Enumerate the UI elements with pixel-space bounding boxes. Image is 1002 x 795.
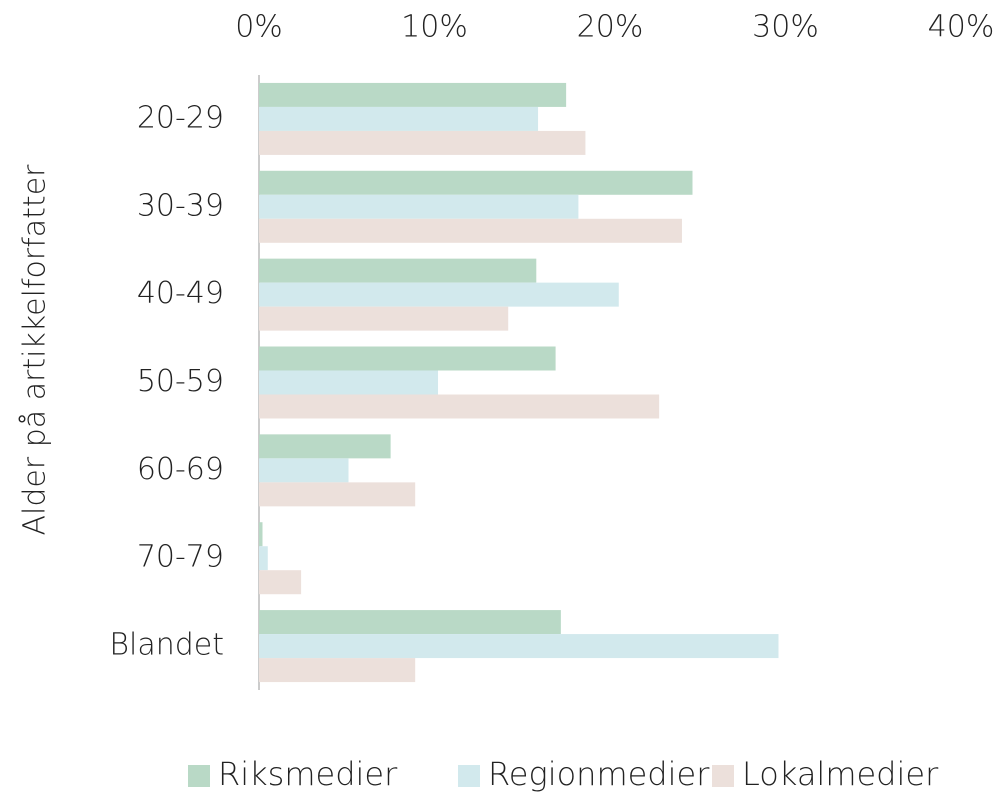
bar [259, 130, 586, 155]
bar [259, 282, 619, 307]
y-tick-label: Blandet [109, 628, 224, 663]
x-tick-label: 0% [235, 10, 283, 45]
bar [259, 306, 509, 331]
legend-swatch [188, 765, 210, 787]
x-tick-label: 40% [928, 10, 995, 45]
bar [259, 570, 302, 595]
bar [259, 482, 416, 507]
y-tick-label: 70-79 [137, 540, 224, 575]
y-tick-label: 40-49 [137, 276, 224, 311]
y-axis-label: Alder på artikkelforfatter [17, 164, 53, 536]
bar [259, 218, 682, 243]
legend-swatch [458, 765, 480, 787]
x-tick-label: 10% [401, 10, 468, 45]
bar [259, 258, 537, 283]
y-tick-label: 20-29 [137, 100, 224, 135]
y-tick-label: 60-69 [137, 452, 224, 487]
bar [259, 394, 660, 419]
bar [259, 546, 268, 571]
bar [259, 610, 561, 635]
y-tick-label: 30-39 [137, 188, 224, 223]
bar [259, 522, 263, 547]
x-tick-label: 20% [577, 10, 644, 45]
legend-label: Lokalmedier [742, 755, 939, 793]
y-tick-label: 50-59 [137, 364, 224, 399]
bar [259, 370, 439, 395]
bar [259, 106, 539, 131]
legend-swatch [712, 765, 734, 787]
bar [259, 634, 779, 659]
legend-label: Riksmedier [218, 755, 398, 793]
legend-label: Regionmedier [488, 755, 710, 793]
x-tick-label: 30% [752, 10, 819, 45]
bar [259, 170, 693, 195]
bar [259, 82, 567, 107]
bar [259, 434, 391, 459]
bar [259, 458, 349, 483]
bar [259, 346, 556, 371]
bar [259, 658, 416, 683]
bar [259, 194, 579, 219]
